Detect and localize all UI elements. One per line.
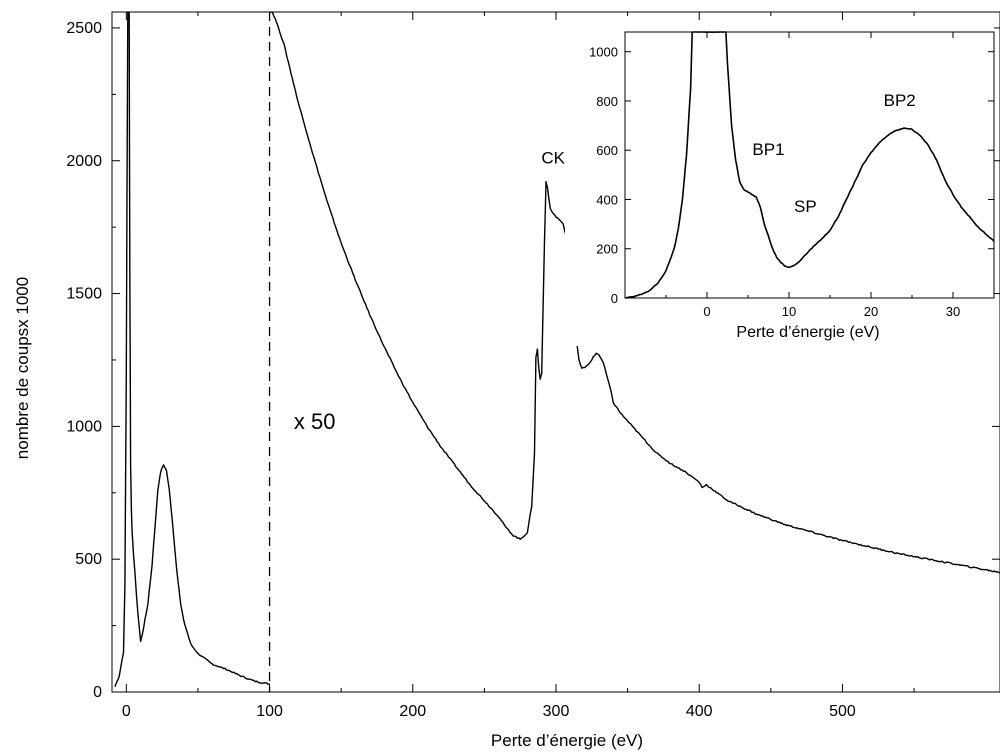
main-x-axis-label: Perte d’énergie (eV) xyxy=(491,731,643,750)
main-y-tick-label: 2000 xyxy=(66,153,102,170)
main-x-tick-label: 300 xyxy=(543,703,570,720)
inset-annotation: BP2 xyxy=(884,91,916,110)
inset-annotation: SP xyxy=(794,197,817,216)
main-y-tick-label: 0 xyxy=(93,684,102,701)
main-x-axis: 0100200300400500600 xyxy=(122,12,915,720)
main-y-tick-label: 1000 xyxy=(66,418,102,435)
main-y-tick-label: 500 xyxy=(75,551,102,568)
main-x-tick-label: 500 xyxy=(829,703,856,720)
inset-x-tick-label: 30 xyxy=(946,304,960,319)
inset-chart: 0 200 400 600 800 1000 0 10 20 30 BP1 SP BP2 Perte… xyxy=(565,22,995,346)
main-series-line xyxy=(269,11,1000,574)
inset-y-tick-label: 600 xyxy=(596,143,618,158)
main-x-tick-label: 0 xyxy=(122,703,131,720)
main-y-axis-label: nombre de coupsx 1000 xyxy=(13,277,32,459)
inset-annotation: BP1 xyxy=(752,140,784,159)
inset-x-axis-label: Perte d’énergie (eV) xyxy=(736,324,879,341)
main-annotations: CK x 50 xyxy=(294,148,566,434)
main-y-tick-label: 2500 xyxy=(66,20,102,37)
main-x-tick-label: 200 xyxy=(399,703,426,720)
inset-x-axis: 0 10 20 30 xyxy=(665,32,960,319)
main-x-tick-label: 400 xyxy=(686,703,713,720)
inset-y-tick-label: 400 xyxy=(596,192,618,207)
main-x-tick-label: 100 xyxy=(256,703,283,720)
inset-background xyxy=(565,22,994,346)
main-series-line xyxy=(114,11,270,687)
inset-series-line xyxy=(625,31,995,299)
main-annotation: x 50 xyxy=(294,409,336,434)
main-annotation: CK xyxy=(541,148,565,167)
inset-annotations: BP1 SP BP2 xyxy=(752,91,915,216)
inset-x-tick-label: 20 xyxy=(864,304,878,319)
inset-series-group xyxy=(625,31,995,299)
inset-y-tick-label: 800 xyxy=(596,94,618,109)
inset-y-tick-label: 200 xyxy=(596,242,618,257)
inset-x-tick-label: 10 xyxy=(782,304,796,319)
inset-x-tick-label: 0 xyxy=(703,304,710,319)
inset-y-tick-label: 0 xyxy=(611,291,618,306)
main-series-group xyxy=(114,11,1000,687)
inset-plot-frame xyxy=(624,31,995,299)
inset-y-tick-label: 1000 xyxy=(589,45,618,60)
main-y-tick-label: 1500 xyxy=(66,286,102,303)
